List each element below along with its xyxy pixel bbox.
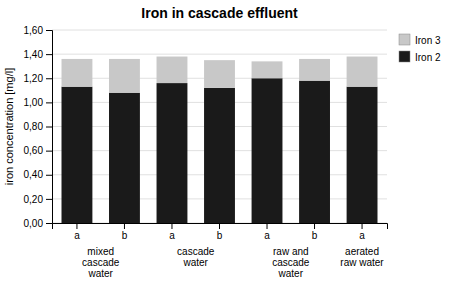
y-tick: 0,40 [24, 169, 52, 180]
y-tick: 1,00 [24, 97, 52, 108]
x-tick-label: a [264, 230, 270, 241]
bar [157, 83, 188, 223]
chart: 0,00 0,20 0,40 0,60 0,80 1,00 1,20 1,40 1,60 a b a b… [0, 0, 467, 287]
bar [109, 59, 140, 93]
group-label: mixedcascadewater [82, 246, 120, 279]
y-tick-mark [46, 223, 52, 224]
y-tick: 0,00 [24, 218, 52, 229]
bar [62, 87, 93, 223]
legend-label: Iron 3 [415, 35, 441, 46]
bar [252, 61, 283, 78]
bar [347, 87, 378, 223]
y-tick: 0,20 [24, 194, 52, 205]
y-tick-mark [46, 127, 52, 128]
y-tick-mark [46, 175, 52, 176]
x-tick-mark [171, 223, 172, 229]
grid-line [52, 54, 387, 55]
x-tick-mark [362, 223, 363, 229]
x-tick-label: b [312, 230, 318, 241]
x-tick: b [122, 223, 128, 241]
x-tick: b [217, 223, 223, 241]
x-tick: a [169, 223, 175, 241]
bar [347, 57, 378, 87]
x-tick-mark [267, 223, 268, 229]
bar [299, 81, 330, 223]
bar [204, 88, 235, 223]
x-tick-mark [314, 223, 315, 229]
y-tick: 0,80 [24, 121, 52, 132]
y-tick-label: 0,40 [24, 169, 44, 180]
bar [157, 57, 188, 84]
y-tick-label: 1,60 [24, 25, 44, 36]
y-axis: 0,00 0,20 0,40 0,60 0,80 1,00 1,20 1,40 1,60 [24, 25, 53, 229]
x-tick: a [359, 223, 365, 241]
y-tick-label: 0,60 [24, 145, 44, 156]
x-tick-mark [76, 223, 77, 229]
x-axis: abababa [53, 223, 388, 241]
y-axis-line [46, 31, 53, 224]
legend-item: Iron 2 [399, 51, 441, 63]
x-tick-mark [124, 223, 125, 229]
x-tick-mark [219, 223, 220, 229]
x-tick-label: b [217, 230, 223, 241]
y-tick-mark [46, 199, 52, 200]
y-tick-mark [46, 151, 52, 152]
y-tick-label: 1,20 [24, 73, 44, 84]
group-label: raw andcascadewater [272, 246, 310, 279]
series-0 [62, 78, 378, 223]
x-tick: a [74, 223, 80, 241]
y-tick-mark [46, 102, 52, 103]
group-labels: mixedcascadewater cascadewater raw andcasc… [82, 246, 384, 279]
series-1 [62, 57, 378, 93]
group-label: cascadewater [177, 246, 215, 268]
legend-item: Iron 3 [399, 34, 441, 46]
x-tick-label: b [122, 230, 128, 241]
y-tick-label: 0,00 [24, 218, 44, 229]
x-tick: a [264, 223, 270, 241]
x-tick-label: a [359, 230, 365, 241]
title: Iron in cascade effluent [141, 5, 298, 21]
legend-swatch [399, 34, 410, 45]
y-tick-label: 0,20 [24, 194, 44, 205]
legend-label: Iron 2 [415, 52, 441, 63]
y-tick: 0,60 [24, 145, 52, 156]
bar [109, 93, 140, 223]
y-tick-label: 1,40 [24, 49, 44, 60]
y-tick: 1,60 [24, 25, 52, 36]
x-tick-label: a [74, 230, 80, 241]
y-tick-label: 0,80 [24, 121, 44, 132]
legend: Iron 3 Iron 2 [399, 34, 441, 63]
x-tick-label: a [169, 230, 175, 241]
y-axis-title: iron concentration [mg/l] [3, 68, 15, 185]
bar [299, 59, 330, 81]
bar [62, 59, 93, 87]
y-tick-label: 1,00 [24, 97, 44, 108]
bar [204, 60, 235, 88]
group-label: aeratedraw water [340, 246, 384, 268]
y-tick-mark [46, 30, 52, 31]
x-tick: b [312, 223, 318, 241]
y-tick-mark [46, 54, 52, 55]
y-tick: 1,20 [24, 73, 52, 84]
legend-swatch [399, 51, 410, 62]
y-tick: 1,40 [24, 49, 52, 60]
grid [52, 30, 387, 223]
bars [62, 57, 378, 223]
bar [252, 78, 283, 223]
y-tick-mark [46, 78, 52, 79]
x-axis-line [53, 224, 388, 230]
grid-line [52, 30, 387, 31]
